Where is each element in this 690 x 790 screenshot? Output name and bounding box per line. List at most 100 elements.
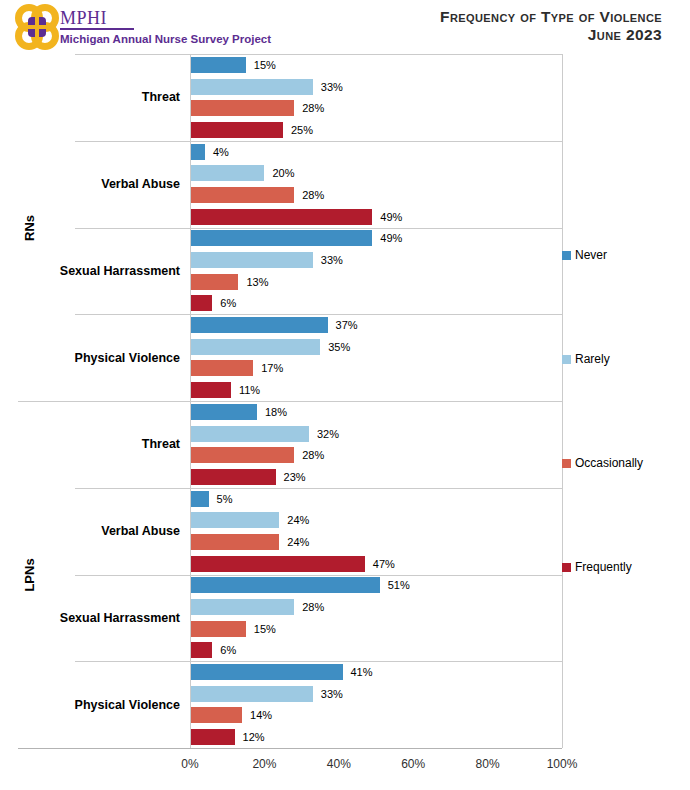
bar-value-label: 14%: [250, 709, 272, 721]
bar-occasionally: [190, 274, 238, 290]
bar-occasionally: [190, 534, 279, 550]
bar-row: 6%: [190, 295, 562, 311]
bar-value-label: 49%: [380, 232, 402, 244]
bar-value-label: 33%: [321, 81, 343, 93]
bar-value-label: 47%: [373, 558, 395, 570]
bar-rows: 15%33%28%25%: [190, 54, 562, 141]
bar-never: [190, 317, 328, 333]
bar-rarely: [190, 339, 320, 355]
bar-occasionally: [190, 621, 246, 637]
bar-row: 13%: [190, 274, 562, 290]
x-tick-label: 100%: [547, 757, 578, 771]
bar-value-label: 28%: [302, 449, 324, 461]
bar-row: 12%: [190, 729, 562, 745]
plot-right-border: [562, 54, 563, 748]
bar-value-label: 28%: [302, 601, 324, 613]
bar-rows: 49% 33% 13% 6%: [190, 228, 562, 315]
bar-never: [190, 664, 343, 680]
bar-never: [190, 144, 205, 160]
bar-value-label: 6%: [220, 297, 236, 309]
bar-rows: 41% 33% 14% 12%: [190, 661, 562, 748]
bar-row: 15%: [190, 57, 562, 73]
bar-frequently: [190, 122, 283, 138]
bar-row: 23%: [190, 469, 562, 485]
category-label: Threat: [18, 401, 190, 488]
bar-row: 24%: [190, 512, 562, 528]
bar-value-label: 11%: [239, 384, 260, 396]
category-group: Physical Violence37%35%17%11%: [18, 314, 562, 401]
bar-occasionally: [190, 707, 242, 723]
legend-swatch-icon: [562, 355, 571, 364]
x-tick-label: 20%: [252, 757, 276, 771]
bar-row: 33%: [190, 686, 562, 702]
bar-row: 32%: [190, 426, 562, 442]
category-label: Threat: [18, 54, 190, 141]
bar-row: 24%: [190, 534, 562, 550]
bar-row: 28%: [190, 187, 562, 203]
legend-item-never: Never: [562, 248, 607, 262]
bar-row: 17%: [190, 360, 562, 376]
bar-row: 4%: [190, 144, 562, 160]
bar-occasionally: [190, 447, 294, 463]
x-tick-label: 80%: [476, 757, 500, 771]
bar-value-label: 23%: [284, 471, 306, 483]
x-axis-line: [18, 748, 562, 749]
bar-frequently: [190, 469, 276, 485]
legend-swatch-icon: [562, 459, 571, 468]
category-axis-line: [190, 54, 191, 748]
x-tick-label: 0%: [181, 757, 198, 771]
bar-row: 20%: [190, 165, 562, 181]
chart-page: { "header": { "logo": { "acronym": "MPHI…: [0, 0, 690, 790]
bar-value-label: 15%: [254, 623, 276, 635]
bar-rarely: [190, 252, 313, 268]
bar-row: 51%: [190, 577, 562, 593]
bar-row: 33%: [190, 252, 562, 268]
category-label: Sexual Harrassment: [18, 575, 190, 662]
category-group: Physical Violence41%33%14%12%: [18, 661, 562, 748]
bar-never: [190, 57, 246, 73]
bar-value-label: 28%: [302, 189, 324, 201]
bar-row: 35%: [190, 339, 562, 355]
bar-rows: 5% 24% 24% 47%: [190, 488, 562, 575]
bar-value-label: 33%: [321, 688, 343, 700]
bar-value-label: 4%: [213, 146, 229, 158]
bar-value-label: 35%: [328, 341, 350, 353]
bar-row: 6%: [190, 642, 562, 658]
bar-value-label: 49%: [380, 211, 402, 223]
legend-item-rarely: Rarely: [562, 352, 610, 366]
bar-frequently: [190, 295, 212, 311]
bar-value-label: 6%: [220, 644, 236, 656]
category-group: Sexual Harrassment 51% 28% 15% 6%: [18, 575, 562, 662]
bar-row: 14%: [190, 707, 562, 723]
legend-swatch-icon: [562, 563, 571, 572]
category-group: Sexual Harrassment49%33%13%6%: [18, 228, 562, 315]
bar-value-label: 24%: [287, 514, 309, 526]
x-tick-label: 40%: [327, 757, 351, 771]
bar-value-label: 25%: [291, 124, 313, 136]
bar-value-label: 12%: [243, 731, 265, 743]
legend-item-occasionally: Occasionally: [562, 456, 643, 470]
bar-frequently: [190, 209, 372, 225]
legend-item-frequently: Frequently: [562, 560, 632, 574]
bar-value-label: 51%: [388, 579, 410, 591]
bar-row: 37%: [190, 317, 562, 333]
category-group: Threat 18% 32% 28% 23%: [18, 401, 562, 488]
bar-rarely: [190, 686, 313, 702]
bar-rarely: [190, 79, 313, 95]
bar-never: [190, 491, 209, 507]
bar-row: 25%: [190, 122, 562, 138]
bar-occasionally: [190, 100, 294, 116]
bar-value-label: 37%: [336, 319, 358, 331]
bar-value-label: 17%: [261, 362, 283, 374]
bar-row: 5%: [190, 491, 562, 507]
bar-row: 28%: [190, 447, 562, 463]
bar-value-label: 33%: [321, 254, 343, 266]
plot-area: RNsThreat15%33%28%25%Verbal Abuse4%20%28…: [0, 0, 690, 790]
bar-value-label: 41%: [351, 666, 373, 678]
bar-row: 41%: [190, 664, 562, 680]
category-group: Verbal Abuse4%20%28%49%: [18, 141, 562, 228]
category-label: Verbal Abuse: [18, 488, 190, 575]
category-group: Verbal Abuse5% 24% 24% 47%: [18, 488, 562, 575]
bar-value-label: 18%: [265, 406, 287, 418]
bar-row: 49%: [190, 209, 562, 225]
